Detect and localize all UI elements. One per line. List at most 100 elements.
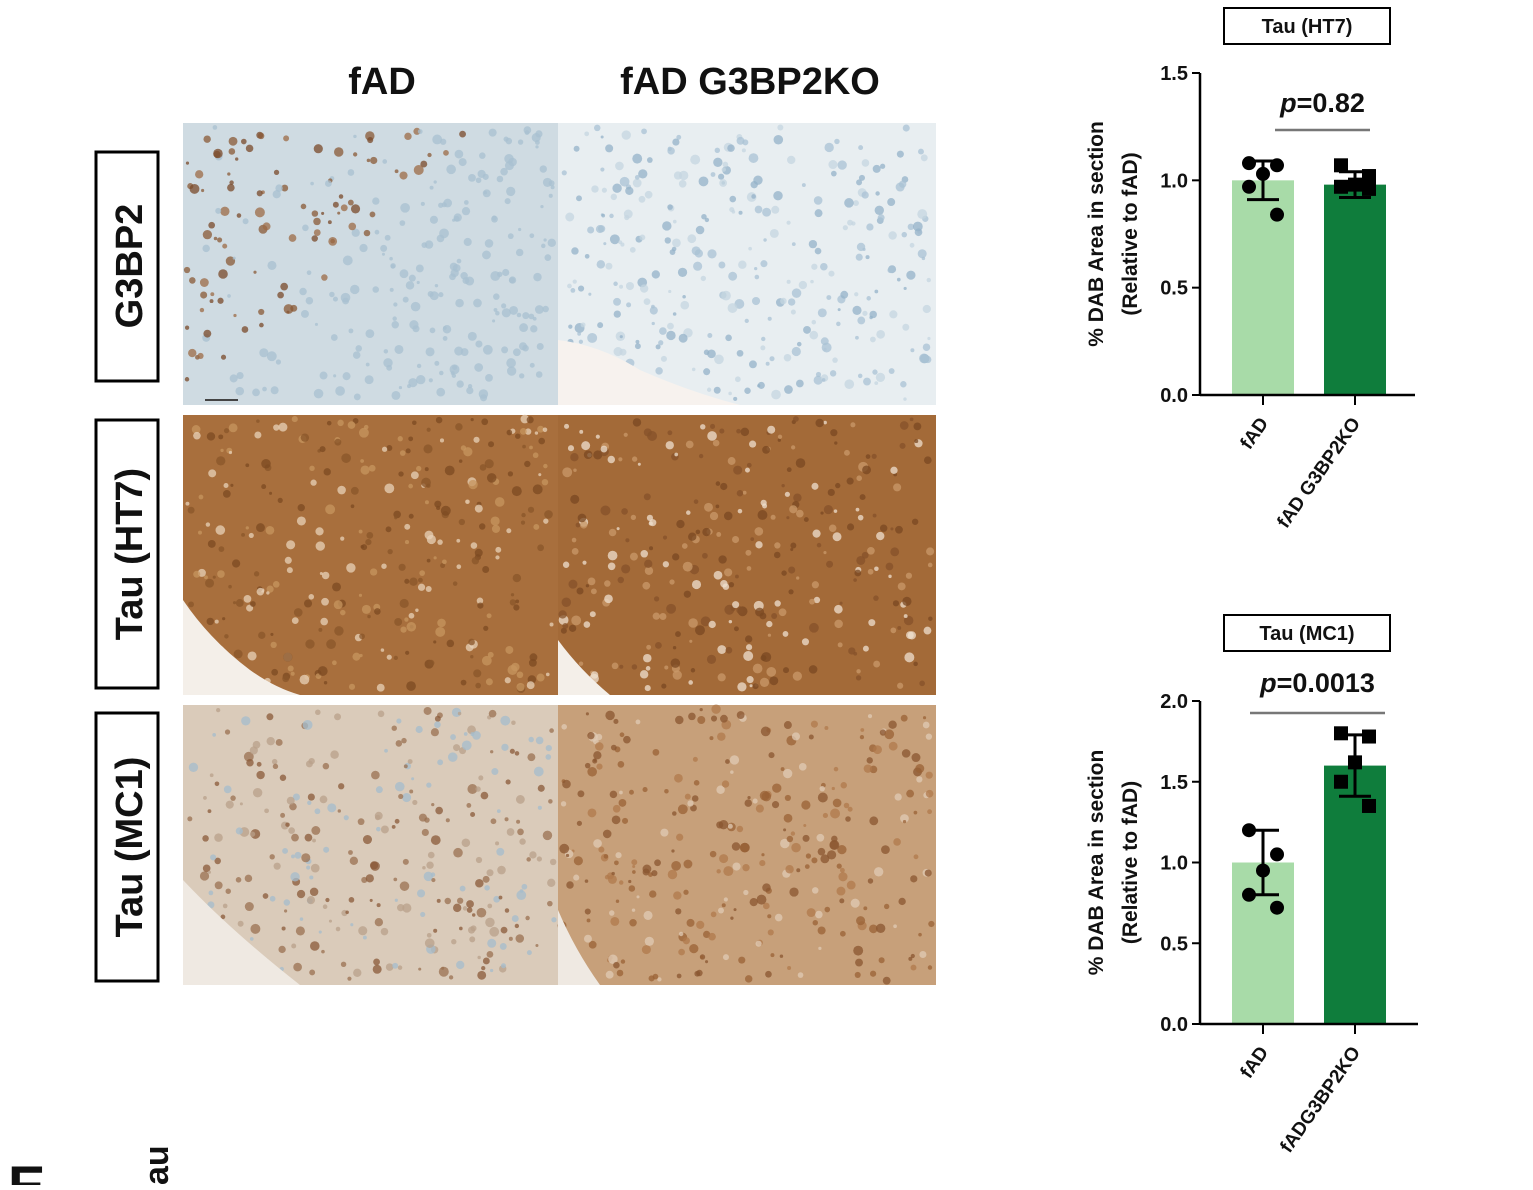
cell bbox=[678, 333, 688, 343]
cell bbox=[477, 970, 487, 980]
cell bbox=[613, 310, 621, 318]
cell bbox=[509, 748, 515, 754]
cell bbox=[767, 929, 774, 936]
cell bbox=[453, 744, 461, 752]
cell bbox=[385, 526, 392, 533]
cell bbox=[910, 875, 918, 883]
cell bbox=[893, 483, 902, 492]
cell bbox=[840, 781, 847, 789]
cell bbox=[431, 878, 436, 883]
cell bbox=[654, 641, 662, 649]
cell bbox=[408, 436, 414, 442]
cell bbox=[890, 527, 894, 531]
cell bbox=[273, 862, 281, 870]
cell bbox=[691, 795, 699, 802]
cell bbox=[733, 626, 739, 632]
y-tick-label: 1.0 bbox=[1160, 170, 1188, 192]
x-tick-label: fADG3BP2KO bbox=[1276, 1043, 1365, 1157]
cell bbox=[437, 759, 444, 766]
cell bbox=[347, 169, 355, 176]
cell bbox=[845, 816, 851, 822]
cell bbox=[745, 467, 750, 473]
cell bbox=[365, 538, 372, 546]
cell bbox=[682, 561, 693, 572]
cell bbox=[706, 387, 712, 392]
cell bbox=[790, 445, 796, 450]
cell bbox=[424, 500, 429, 505]
cell bbox=[518, 227, 522, 232]
cell bbox=[433, 180, 437, 184]
cell bbox=[668, 289, 672, 294]
cell bbox=[871, 453, 877, 459]
cell bbox=[506, 828, 515, 836]
y-axis-label: % DAB Area in section bbox=[1085, 121, 1108, 347]
cell bbox=[475, 340, 483, 348]
cell bbox=[609, 790, 618, 799]
cell bbox=[463, 200, 469, 205]
cell bbox=[744, 975, 753, 983]
cell bbox=[351, 228, 360, 237]
cell bbox=[270, 386, 279, 395]
cell bbox=[382, 159, 388, 164]
cell bbox=[512, 573, 522, 583]
cell bbox=[618, 240, 623, 245]
cell bbox=[429, 185, 434, 190]
cell bbox=[913, 854, 919, 860]
cell bbox=[485, 373, 493, 382]
cell bbox=[862, 465, 872, 475]
cell bbox=[531, 133, 541, 143]
cell bbox=[664, 237, 671, 244]
cell bbox=[894, 793, 902, 801]
cell bbox=[520, 520, 526, 525]
cell bbox=[330, 750, 339, 759]
cell bbox=[463, 732, 468, 736]
cell bbox=[283, 899, 291, 906]
cell bbox=[780, 297, 787, 305]
cell bbox=[875, 191, 880, 196]
cell bbox=[638, 169, 648, 179]
cell bbox=[562, 561, 570, 568]
cell bbox=[307, 800, 312, 805]
cell bbox=[760, 260, 768, 268]
cell bbox=[687, 800, 694, 807]
cell bbox=[669, 579, 675, 585]
cell bbox=[505, 646, 514, 654]
cell bbox=[632, 870, 636, 874]
cell bbox=[434, 715, 441, 722]
cell bbox=[629, 919, 637, 927]
cell bbox=[217, 570, 225, 578]
cell bbox=[762, 445, 771, 454]
cell bbox=[837, 308, 841, 312]
cell bbox=[427, 152, 432, 158]
cell bbox=[862, 645, 869, 652]
cell bbox=[364, 375, 374, 385]
cell bbox=[347, 976, 352, 981]
cell bbox=[429, 327, 436, 334]
cell bbox=[451, 373, 457, 378]
cell bbox=[712, 439, 720, 447]
cell bbox=[475, 682, 482, 689]
cell bbox=[262, 222, 271, 231]
cell bbox=[803, 325, 811, 334]
cell bbox=[672, 553, 680, 561]
cell bbox=[425, 347, 435, 357]
row-label: Tau (MC1) bbox=[109, 757, 151, 938]
cell bbox=[588, 940, 597, 949]
cell bbox=[430, 728, 439, 737]
cell bbox=[291, 943, 297, 949]
cell bbox=[610, 193, 618, 201]
cell bbox=[625, 281, 635, 291]
cell bbox=[497, 865, 506, 875]
cell bbox=[873, 660, 881, 668]
cell bbox=[728, 271, 738, 281]
micrographs bbox=[183, 123, 936, 985]
cell bbox=[866, 757, 873, 764]
cell bbox=[380, 648, 385, 652]
cell bbox=[493, 307, 498, 312]
cell bbox=[844, 379, 855, 390]
cell bbox=[297, 504, 305, 512]
cell bbox=[427, 851, 435, 859]
cell bbox=[688, 680, 693, 685]
cell bbox=[367, 614, 371, 619]
cell bbox=[266, 591, 270, 595]
